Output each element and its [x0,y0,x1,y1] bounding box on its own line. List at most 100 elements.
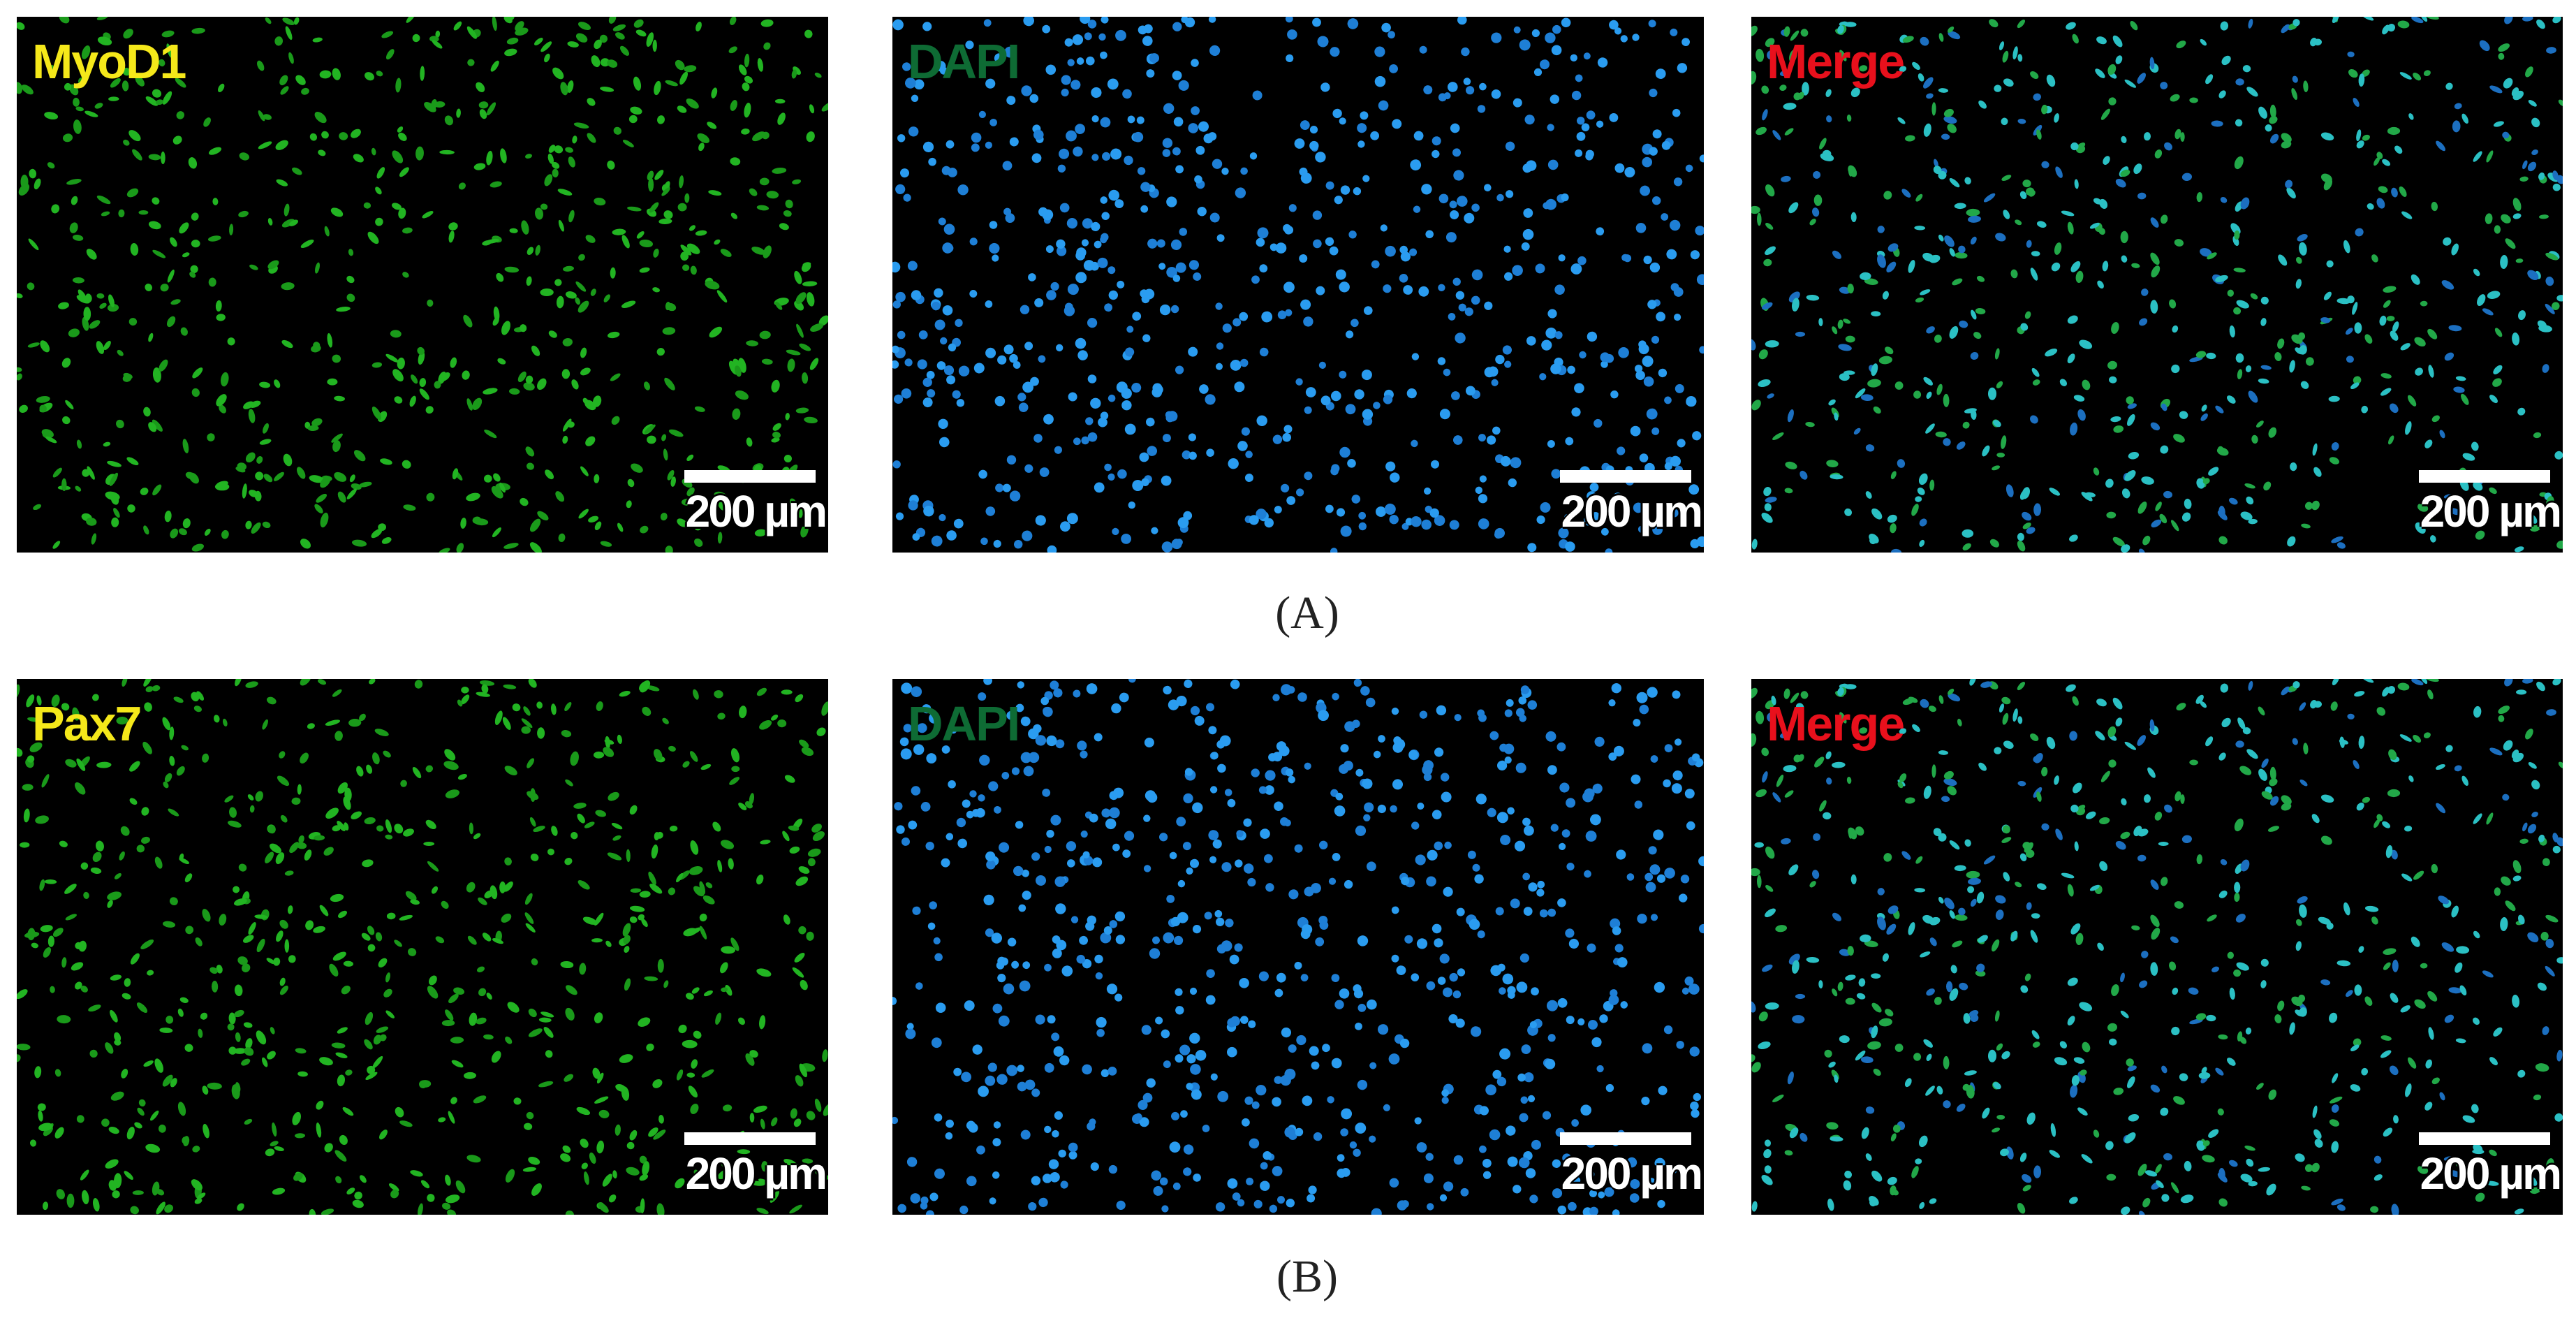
cell [2206,1014,2216,1022]
cell [2103,156,2110,165]
cell [1484,301,1493,310]
cell [2296,919,2302,926]
cell [109,472,118,486]
cell [648,177,654,192]
cell [552,161,560,169]
cell [742,82,750,92]
cell [1495,907,1504,916]
cell [1523,208,1533,218]
cell [229,224,234,235]
cell [1001,771,1010,780]
cell [2292,738,2298,745]
cell [1825,89,1832,97]
cell [665,80,678,87]
cell [1384,503,1396,515]
cell [2188,987,2199,995]
cell [913,744,925,755]
cell [2154,812,2163,821]
cell [68,328,80,337]
cell [580,466,589,476]
cell [367,926,375,935]
cell [1209,212,1220,223]
cell [179,857,190,865]
cell [148,332,154,342]
cell [476,966,485,972]
cell [2174,239,2184,247]
cell [2502,131,2510,139]
scale-bar [1560,470,1691,483]
cell [1146,1078,1156,1088]
cell [709,326,723,338]
cell [494,710,503,726]
cell [728,858,734,870]
cell [2278,254,2288,266]
cell [2358,73,2365,87]
cell [1847,946,1854,956]
cell [44,879,57,884]
cell [2003,872,2010,882]
cell [1529,1021,1538,1029]
cell [2451,243,2459,256]
cell [1885,346,1894,355]
cell [2407,395,2417,407]
cell [450,357,457,368]
cell [1846,115,1852,122]
cell [2235,740,2244,748]
cell [148,221,161,230]
cell [1897,781,1904,789]
cell [2269,778,2278,787]
cell [932,301,941,311]
cell [145,686,154,692]
cell [1585,152,1594,161]
cell [1891,1189,1899,1196]
cell [1181,17,1188,24]
cell [1439,1194,1448,1201]
cell [1456,907,1465,916]
cell [1919,539,1925,547]
cell [1478,518,1489,529]
cell [956,817,966,828]
cell [783,210,792,217]
cell [777,719,787,728]
cell [2070,422,2078,436]
cell [892,460,901,469]
cell [2498,43,2510,52]
cell [2155,1164,2162,1174]
cell [2494,328,2503,337]
cell [379,1034,387,1041]
cell [2312,1105,2318,1118]
cell [1970,352,1979,360]
cell [1020,752,1032,763]
cell [2390,330,2399,341]
cell [242,483,247,499]
cell [1901,189,1911,198]
cell [1518,696,1527,705]
cell [180,327,188,336]
cell [1107,473,1115,481]
cell [314,112,327,124]
cell [1003,344,1014,355]
cell [1443,1181,1454,1192]
cell [2336,298,2351,305]
cell [1080,17,1091,24]
cell [1265,770,1276,781]
cell [1765,846,1775,859]
cell [1557,898,1566,907]
cell [1362,409,1374,420]
cell [69,222,78,233]
cell [639,239,654,248]
cell [1444,841,1452,849]
cell [263,474,273,483]
cell [614,1124,621,1136]
cell [892,997,897,1005]
cell [1094,733,1103,742]
cell [1423,85,1433,95]
cell [2265,124,2272,132]
cell [1950,965,1957,974]
cell [957,838,967,849]
cell [1482,1171,1492,1179]
cell [1923,1039,1933,1048]
cell [2281,24,2290,34]
cell [1674,314,1681,321]
cell [652,1079,663,1088]
